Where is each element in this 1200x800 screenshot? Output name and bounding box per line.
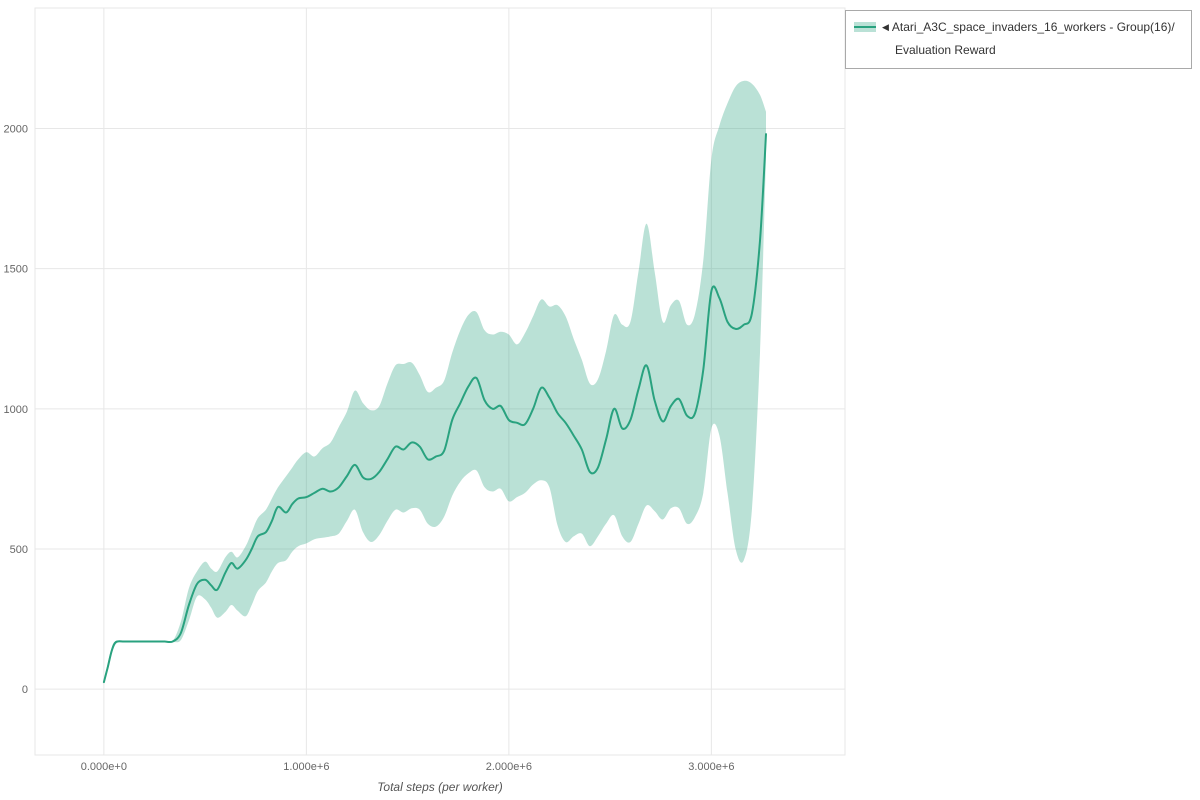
plot-border (34, 7, 846, 756)
x-tick-label: 1.000e+6 (283, 761, 329, 773)
grid-layer (34, 7, 846, 756)
legend-series-name: Atari_A3C_space_invaders_16_workers - Gr… (891, 20, 1175, 34)
series-confidence-band (103, 80, 766, 683)
axis-layer: 0.000e+0 1.000e+6 2.000e+6 3.000e+6 0 500 1000… (4, 124, 735, 773)
legend[interactable]: ◀ Atari_A3C_space_invaders_16_workers - G… (845, 10, 1192, 70)
x-axis-title: Total steps (per worker) (377, 780, 503, 794)
x-tick-label: 3.000e+6 (688, 761, 734, 773)
legend-line1: ◀ Atari_A3C_space_invaders_16_workers - G… (882, 19, 1175, 35)
x-tick-label: 2.000e+6 (486, 761, 532, 773)
x-tick-label: 0.000e+0 (81, 761, 127, 773)
y-tick-label: 2000 (4, 124, 28, 136)
series-mean-line (102, 133, 767, 684)
y-tick-label: 1500 (4, 264, 28, 276)
legend-label: ◀ Atari_A3C_space_invaders_16_workers - G… (882, 19, 1175, 58)
y-tick-label: 500 (10, 544, 28, 556)
legend-series-name-2: Evaluation Reward (895, 43, 996, 58)
collapse-triangle-icon[interactable]: ◀ (882, 22, 889, 32)
y-tick-label: 0 (22, 684, 28, 696)
legend-swatch-line (854, 26, 876, 28)
y-tick-label: 1000 (4, 404, 28, 416)
legend-swatch-icon (854, 22, 876, 32)
series-layer (102, 80, 767, 684)
